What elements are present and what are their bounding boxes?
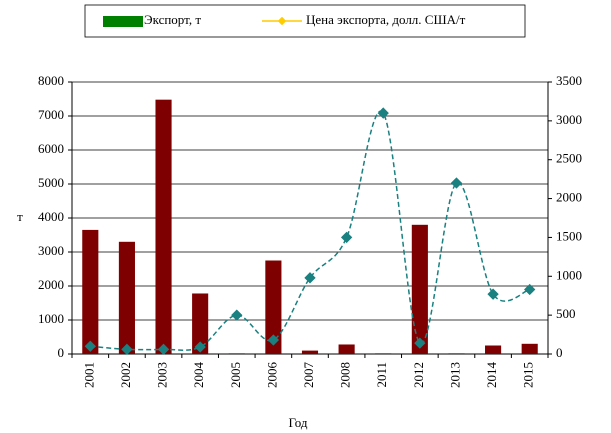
y2-tick-label: 1000	[556, 267, 582, 282]
y2-tick-label: 2500	[556, 151, 582, 166]
bar	[228, 353, 245, 354]
x-tick-label: 2004	[191, 362, 206, 389]
y-tick-label: 8000	[38, 73, 64, 88]
x-tick-label: 2014	[484, 362, 499, 389]
y2-tick-label: 3500	[556, 73, 582, 88]
y-tick-label: 4000	[38, 209, 64, 224]
bar	[448, 353, 465, 354]
y-tick-label: 7000	[38, 107, 64, 122]
x-tick-label: 2003	[155, 362, 170, 388]
legend-swatch	[103, 16, 143, 27]
bar	[338, 344, 355, 354]
x-tick-label: 2001	[81, 362, 96, 388]
marker	[487, 288, 499, 300]
x-tick-label: 2002	[118, 362, 133, 388]
legend-label: Экспорт, т	[144, 12, 201, 27]
bar	[375, 353, 392, 354]
marker	[524, 283, 536, 296]
y-tick-label: 1000	[38, 311, 64, 326]
marker	[414, 337, 426, 349]
marker	[304, 272, 316, 284]
bar	[118, 241, 135, 354]
y2-tick-label: 500	[556, 306, 576, 321]
x-tick-label: 2012	[411, 362, 426, 388]
bar	[265, 260, 282, 354]
y-tick-label: 0	[58, 345, 65, 360]
y-tick-label: 2000	[38, 277, 64, 292]
marker	[194, 341, 206, 353]
x-tick-label: 2013	[447, 362, 462, 388]
bar	[155, 99, 172, 355]
marker	[231, 309, 243, 321]
y2-tick-label: 0	[556, 345, 563, 360]
x-tick-label: 2008	[338, 362, 353, 388]
x-tick-label: 2011	[374, 362, 389, 388]
x-tick-label: 2005	[228, 362, 243, 388]
bar	[521, 343, 538, 354]
x-tick-label: 2007	[301, 362, 316, 389]
legend-label: Цена экспорта, долл. США/т	[306, 12, 466, 27]
bar	[485, 345, 502, 354]
bar	[192, 293, 209, 354]
marker	[267, 334, 280, 346]
x-axis-label: Год	[288, 415, 307, 430]
y2-tick-label: 2000	[556, 190, 582, 205]
y-axis-label: т	[17, 209, 23, 224]
x-tick-label: 2006	[264, 362, 279, 389]
y2-tick-label: 3000	[556, 112, 582, 127]
x-tick-label: 2015	[521, 362, 536, 388]
bar	[411, 224, 428, 354]
marker	[450, 177, 463, 189]
marker	[377, 107, 389, 119]
bar	[82, 229, 99, 354]
legend-marker	[277, 16, 287, 26]
bar	[301, 350, 319, 354]
legend-box	[84, 4, 526, 38]
y-tick-label: 5000	[38, 175, 64, 190]
y-tick-label: 3000	[38, 243, 64, 258]
marker	[157, 343, 170, 355]
y-tick-label: 6000	[38, 141, 64, 156]
y2-tick-label: 1500	[556, 228, 582, 243]
marker	[340, 231, 353, 244]
